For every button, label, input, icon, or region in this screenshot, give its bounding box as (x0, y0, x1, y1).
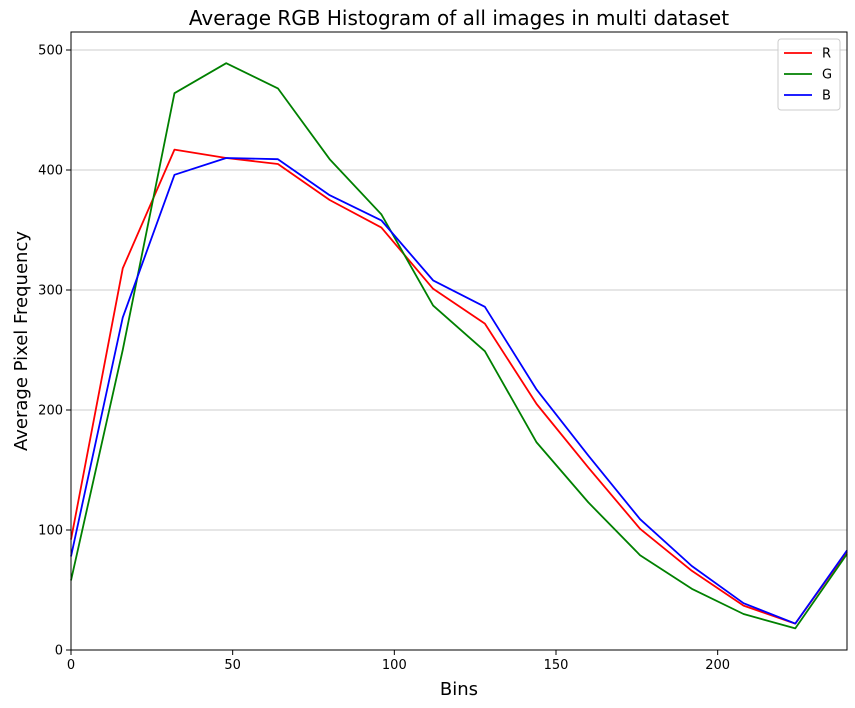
series-line-g (70, 62, 848, 630)
grid-lines (71, 49, 847, 531)
y-tick-label: 100 (38, 524, 63, 539)
legend: RGB (777, 38, 841, 111)
legend-label-b: B (822, 89, 831, 104)
x-axis-title: Bins (440, 679, 478, 700)
y-tick-label: 400 (38, 164, 63, 179)
y-tick-label: 0 (55, 644, 63, 659)
y-tick-label: 500 (38, 44, 63, 59)
x-tick-label: 150 (544, 658, 569, 673)
y-tick-label: 200 (38, 404, 63, 419)
x-tick-label: 50 (224, 658, 241, 673)
legend-label-r: R (822, 47, 831, 62)
y-tick-label: 300 (38, 284, 63, 299)
plot-frame (70, 31, 848, 651)
chart-title: Average RGB Histogram of all images in m… (189, 6, 729, 30)
legend-label-g: G (822, 68, 832, 83)
y-axis-title: Average Pixel Frequency (11, 231, 32, 451)
x-tick-label: 200 (705, 658, 730, 673)
series-line-b (70, 157, 848, 625)
x-tick-label: 0 (67, 658, 75, 673)
x-tick-label: 100 (382, 658, 407, 673)
series-line-r (70, 148, 848, 625)
series-lines (70, 62, 848, 630)
axis-ticks: 0 100 200 300 400 500 0 50 100 150 200 (38, 44, 730, 674)
